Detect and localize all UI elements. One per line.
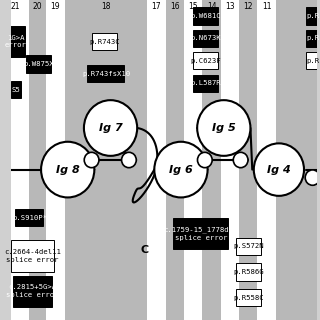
Text: c.2664-4del11
splice error: c.2664-4del11 splice error <box>4 249 61 263</box>
FancyBboxPatch shape <box>11 81 21 98</box>
Text: Ig 8: Ig 8 <box>56 164 80 175</box>
Bar <box>29 0 46 320</box>
Circle shape <box>197 152 212 168</box>
Bar <box>239 0 258 320</box>
Bar <box>276 0 317 320</box>
FancyBboxPatch shape <box>236 263 261 281</box>
Text: Ig 6: Ig 6 <box>169 164 193 175</box>
Text: 20: 20 <box>32 2 42 11</box>
Bar <box>11 0 29 320</box>
Circle shape <box>154 142 208 197</box>
Bar <box>147 0 166 320</box>
Text: 15: 15 <box>188 2 198 11</box>
Text: p.S910P*: p.S910P* <box>12 215 47 220</box>
Text: p.R743C: p.R743C <box>89 39 120 44</box>
FancyBboxPatch shape <box>193 30 218 47</box>
FancyBboxPatch shape <box>26 55 51 73</box>
FancyBboxPatch shape <box>193 75 218 92</box>
Text: p.R: p.R <box>306 36 319 41</box>
Bar <box>65 0 147 320</box>
FancyBboxPatch shape <box>87 65 124 82</box>
FancyBboxPatch shape <box>306 30 319 47</box>
Circle shape <box>84 100 137 156</box>
Text: S5: S5 <box>11 87 20 92</box>
Text: 13: 13 <box>225 2 235 11</box>
Bar <box>258 0 276 320</box>
Text: p.R743fsX10: p.R743fsX10 <box>82 71 130 76</box>
Text: p.R: p.R <box>306 58 319 64</box>
FancyBboxPatch shape <box>92 33 117 50</box>
Text: p.N673K: p.N673K <box>190 36 221 41</box>
Bar <box>221 0 239 320</box>
Text: p.L587R: p.L587R <box>190 80 221 86</box>
FancyBboxPatch shape <box>236 238 261 255</box>
FancyBboxPatch shape <box>6 26 25 57</box>
FancyBboxPatch shape <box>173 218 228 249</box>
Bar <box>46 0 65 320</box>
Text: 17: 17 <box>152 2 161 11</box>
Text: 16: 16 <box>170 2 180 11</box>
Text: p.W875X: p.W875X <box>23 61 54 67</box>
FancyBboxPatch shape <box>15 209 44 226</box>
Bar <box>184 0 202 320</box>
Text: 19: 19 <box>51 2 60 11</box>
Text: p.C623F: p.C623F <box>190 58 221 64</box>
Circle shape <box>122 152 136 168</box>
Text: 1G>A
error: 1G>A error <box>5 35 27 48</box>
Text: 21: 21 <box>11 2 20 11</box>
Text: p.W681C: p.W681C <box>190 13 221 19</box>
FancyBboxPatch shape <box>193 52 218 69</box>
Circle shape <box>233 152 248 168</box>
Bar <box>166 0 184 320</box>
FancyBboxPatch shape <box>193 7 218 25</box>
FancyBboxPatch shape <box>306 52 319 69</box>
Text: p.R558C: p.R558C <box>233 295 264 300</box>
Circle shape <box>254 143 304 196</box>
Text: Ig 7: Ig 7 <box>99 123 123 133</box>
Text: p.S572N: p.S572N <box>233 244 264 249</box>
Circle shape <box>84 152 99 168</box>
Bar <box>202 0 221 320</box>
Circle shape <box>41 142 94 197</box>
Text: Ig 4: Ig 4 <box>267 164 291 175</box>
FancyBboxPatch shape <box>11 241 54 271</box>
Text: 12: 12 <box>244 2 253 11</box>
FancyBboxPatch shape <box>306 7 319 25</box>
Text: Ig 5: Ig 5 <box>212 123 236 133</box>
Text: p.R: p.R <box>306 13 319 19</box>
Circle shape <box>197 100 251 156</box>
Text: p.R586G: p.R586G <box>233 269 264 275</box>
Text: 11: 11 <box>262 2 271 11</box>
Text: 18: 18 <box>101 2 111 11</box>
Text: 14: 14 <box>207 2 216 11</box>
FancyBboxPatch shape <box>236 289 261 306</box>
Text: C: C <box>140 244 148 255</box>
Text: c.2815+5G>A
splice error: c.2815+5G>A splice error <box>6 284 59 298</box>
Circle shape <box>305 170 320 185</box>
FancyBboxPatch shape <box>12 276 52 307</box>
Text: c.1759-15_1778del
splice error: c.1759-15_1778del splice error <box>164 227 238 241</box>
